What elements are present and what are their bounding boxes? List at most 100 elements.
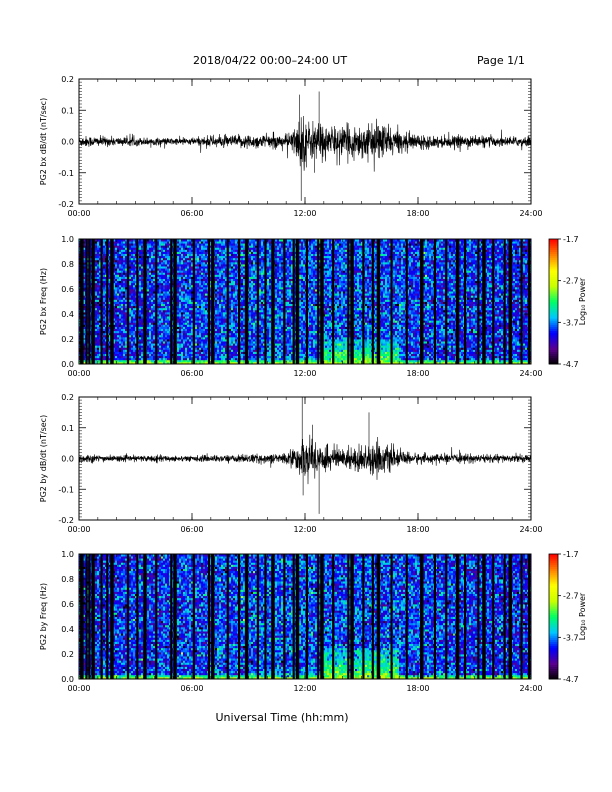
panel-1-data-gap <box>293 239 295 364</box>
panel-3-data-gap <box>504 554 506 679</box>
panel-3-colorbar-tick-label: -4.7 <box>563 675 579 684</box>
panel-3-data-gap <box>264 554 266 679</box>
panel-1-data-gap <box>227 239 229 364</box>
panel-1-data-gap <box>106 239 108 364</box>
panel-1-data-gap <box>362 239 364 364</box>
panel-3-data-gap <box>362 554 364 679</box>
panel-3-data-gap <box>296 554 300 679</box>
panel-0-y-tick-label: 0.2 <box>61 75 74 84</box>
panel-3-data-gap <box>509 554 513 679</box>
panel-3-x-tick-label: 00:00 <box>67 684 90 693</box>
panel-3-data-gap <box>350 554 354 679</box>
panel-3-data-gap <box>227 554 229 679</box>
panel-3-data-gap <box>445 554 447 679</box>
panel-3-y-tick-label: 0.8 <box>61 575 74 584</box>
panel-3-data-gap <box>136 554 138 679</box>
panel-2-y-tick-label: 0.1 <box>61 424 74 433</box>
panel-1-data-gap <box>245 239 249 364</box>
panel-2-y-tick-label: 0.2 <box>61 393 74 402</box>
panel-1-y-tick-label: 0.0 <box>61 360 74 369</box>
panel-1-data-gap <box>306 239 308 364</box>
panel-3-x-tick-label: 06:00 <box>180 684 203 693</box>
panel-3-data-gap <box>238 554 240 679</box>
panel-1-data-gap <box>143 239 147 364</box>
panel-3-data-gap <box>434 554 436 679</box>
panel-3-data-gap <box>320 554 324 679</box>
panel-3-data-gap <box>317 554 319 679</box>
panel-0-x-tick-label: 12:00 <box>293 209 316 218</box>
panel-1-data-gap <box>406 239 408 364</box>
panel-1-colorbar-tick-label: -3.7 <box>563 318 579 327</box>
panel-1-colorbar-label: Log₁₀ Power <box>578 277 587 325</box>
panel-0-x-tick-label: 06:00 <box>180 209 203 218</box>
panel-1-spectrogram <box>79 239 531 364</box>
panel-1-data-gap <box>477 239 479 364</box>
panel-3-data-gap <box>377 554 381 679</box>
panel-2-y-axis-label: PG2 by dB/dt (nT/sec) <box>39 415 48 502</box>
panel-3-data-gap <box>88 554 90 679</box>
panel-1-x-tick-label: 06:00 <box>180 369 203 378</box>
panel-3-data-gap <box>372 554 374 679</box>
x-axis-title: Universal Time (hh:mm) <box>216 711 349 724</box>
panel-1-data-gap <box>504 239 506 364</box>
panel-1-data-gap <box>101 239 103 364</box>
panel-0-y-tick-label: -0.1 <box>58 169 74 178</box>
panel-1-colorbar-tick-label: -4.7 <box>563 360 579 369</box>
panel-1-data-gap <box>372 239 374 364</box>
panel-1-y-tick-label: 0.4 <box>61 310 74 319</box>
panel-2-x-tick-label: 12:00 <box>293 525 316 534</box>
panel-3-data-gap <box>91 554 95 679</box>
panel-3-data-gap <box>420 554 424 679</box>
panel-1-data-gap <box>257 239 259 364</box>
panel-3-data-gap <box>347 554 349 679</box>
panel-3-x-tick-label: 18:00 <box>406 684 429 693</box>
panel-3-colorbar-tick-label: -3.7 <box>563 633 579 642</box>
panel-1-data-gap <box>271 239 275 364</box>
panel-3-data-gap <box>101 554 103 679</box>
panel-2-y-tick-label: -0.2 <box>58 516 74 525</box>
panel-3-y-axis-label: PG2 by Freq (Hz) <box>39 583 48 650</box>
panel-1-data-gap <box>434 239 436 364</box>
panel-3-data-gap <box>456 554 460 679</box>
panel-3-data-gap <box>211 554 215 679</box>
panel-0-y-axis-label: PG2 bx dB/dt (nT/sec) <box>39 98 48 185</box>
panel-1-data-gap <box>320 239 324 364</box>
panel-3-data-gap <box>245 554 249 679</box>
panel-0-x-tick-label: 00:00 <box>67 209 90 218</box>
panel-3-spectrogram <box>79 554 531 679</box>
panel-3-data-gap <box>293 554 295 679</box>
panel-3-y-tick-label: 0.2 <box>61 650 74 659</box>
panel-1-y-tick-label: 0.2 <box>61 335 74 344</box>
panel-1-y-tick-label: 1.0 <box>61 235 74 244</box>
panel-2-x-tick-label: 06:00 <box>180 525 203 534</box>
panel-3-colorbar-tick-label: -1.7 <box>563 550 579 559</box>
panel-1-data-gap <box>136 239 138 364</box>
panel-1-data-gap <box>88 239 90 364</box>
panel-1-data-gap <box>193 239 195 364</box>
panel-2-y-tick-label: -0.1 <box>58 485 74 494</box>
panel-3-data-gap <box>306 554 308 679</box>
panel-3-data-gap <box>477 554 479 679</box>
panel-3-data-gap <box>283 554 285 679</box>
panel-1-y-tick-label: 0.8 <box>61 260 74 269</box>
panel-1-data-gap <box>264 239 266 364</box>
panel-3-x-tick-label: 24:00 <box>519 684 542 693</box>
panel-1-data-gap <box>456 239 460 364</box>
panel-3-y-tick-label: 0.0 <box>61 675 74 684</box>
panel-3-colorbar-label: Log₁₀ Power <box>578 592 587 640</box>
panel-3-data-gap <box>332 554 334 679</box>
panel-2-series-line <box>79 397 531 514</box>
panel-1-x-tick-label: 24:00 <box>519 369 542 378</box>
panel-3-data-gap <box>106 554 108 679</box>
panel-0-y-tick-label: 0.1 <box>61 106 74 115</box>
panel-3-data-gap <box>271 554 275 679</box>
panel-1-data-gap <box>91 239 95 364</box>
panel-3-data-gap <box>482 554 486 679</box>
panel-1-x-tick-label: 00:00 <box>67 369 90 378</box>
panel-0-y-tick-label: 0.0 <box>61 138 74 147</box>
panel-1-colorbar-tick-label: -2.7 <box>563 277 579 286</box>
panel-1-data-gap <box>238 239 240 364</box>
panel-3-data-gap <box>193 554 195 679</box>
panel-1-data-gap <box>170 239 172 364</box>
panel-1-data-gap <box>509 239 513 364</box>
